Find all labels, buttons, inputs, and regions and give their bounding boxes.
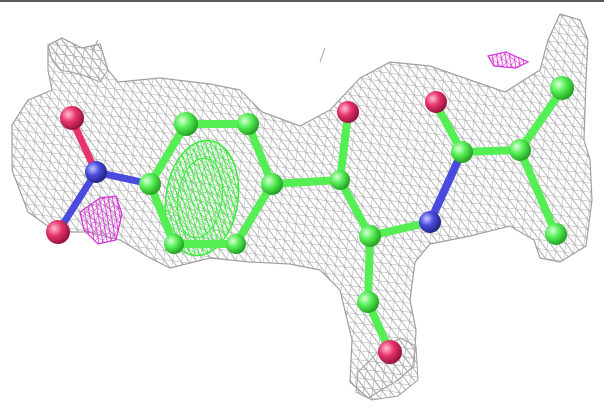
oxygen-atom (46, 220, 70, 244)
carbon-atom (550, 76, 574, 100)
carbon-atom (261, 173, 283, 195)
green-ring-density (164, 139, 240, 257)
oxygen-atom (425, 91, 447, 113)
atoms (46, 76, 574, 364)
nitrogen-atom (419, 211, 441, 233)
carbon-atom (451, 141, 473, 163)
oxygen-atom (60, 106, 84, 130)
carbon-atom (174, 112, 198, 136)
carbon-atom (509, 139, 531, 161)
carbon-atom (357, 291, 379, 313)
gray-density-mesh (11, 13, 593, 401)
carbon-atom (237, 113, 259, 135)
carbon-atom (139, 173, 161, 195)
magenta-density (79, 51, 530, 245)
carbon-atom (545, 223, 567, 245)
oxygen-atom (337, 101, 359, 123)
oxygen-atom (378, 340, 402, 364)
carbon-atom (164, 234, 184, 254)
carbon-atom (359, 225, 381, 247)
nitrogen-atom (85, 161, 107, 183)
carbon-atom (330, 170, 350, 190)
carbon-atom (226, 234, 246, 254)
